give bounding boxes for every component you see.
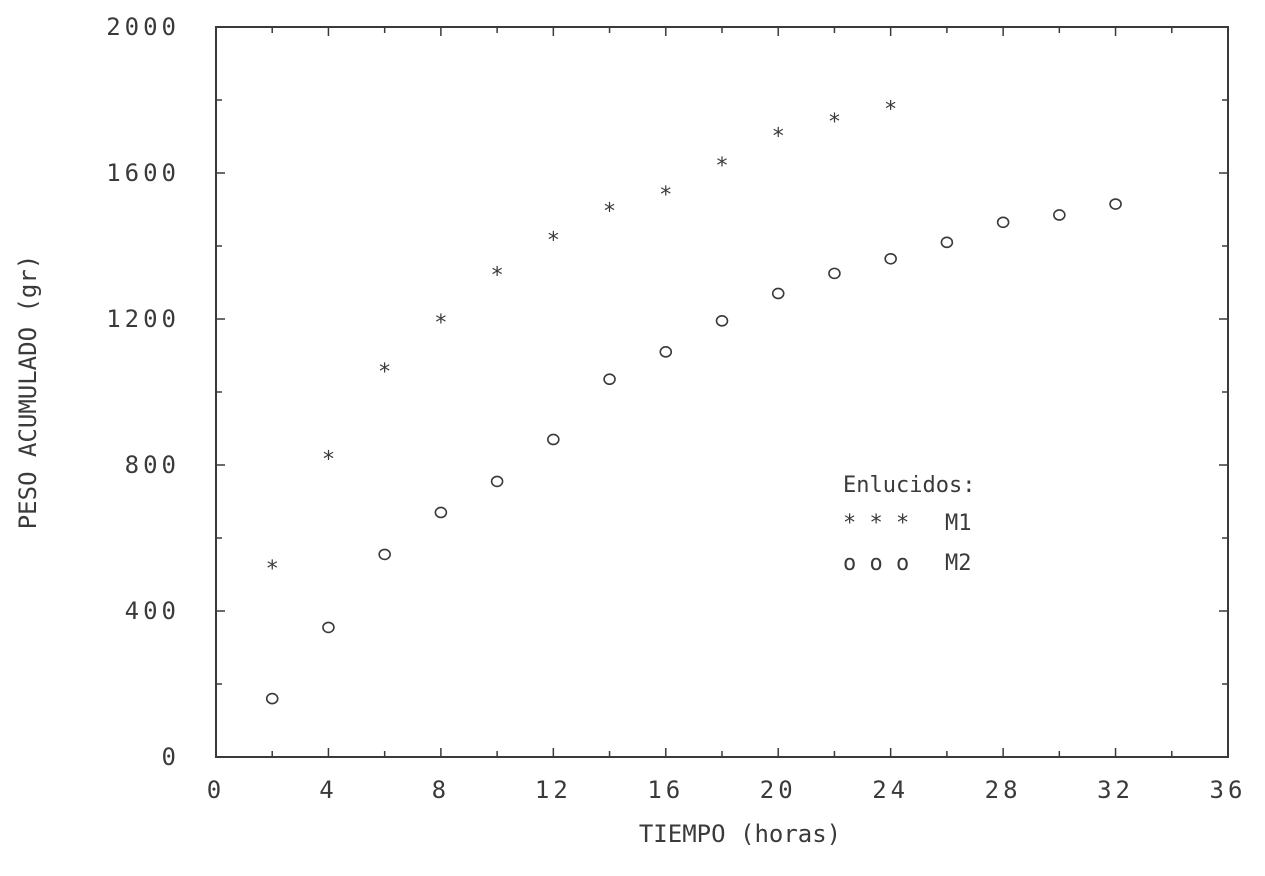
x-axis-label: TIEMPO (horas) [639, 820, 841, 848]
y-tick-label: 1200 [106, 305, 180, 333]
x-tick-label: 36 [1210, 776, 1247, 804]
m2-point [1053, 209, 1066, 221]
m2-point [1109, 198, 1122, 210]
x-tick-label: 4 [319, 776, 337, 804]
m2-point [884, 252, 897, 265]
m2-point [322, 621, 335, 634]
legend-label-m1: M1 [945, 511, 972, 536]
y-axis-label: PESO ACUMULADO (gr) [14, 255, 42, 530]
legend-label-m2: M2 [945, 551, 972, 576]
m2-point [490, 475, 504, 488]
m2-point [265, 692, 279, 705]
y-axis-tick-labels: 0 400 800 1200 1600 2000 [106, 13, 180, 771]
x-tick-label: 8 [432, 776, 450, 804]
x-tick-label: 32 [1097, 776, 1134, 804]
m1-point: * [717, 154, 728, 179]
m1-point: * [323, 448, 334, 473]
m2-point [659, 346, 673, 358]
x-axis-tick-labels: 0 4 8 12 16 20 24 28 32 36 [207, 776, 1247, 804]
m2-point [603, 373, 616, 386]
axis-ticks [215, 26, 1229, 758]
plot-frame [215, 26, 1229, 758]
m2-point [547, 433, 560, 446]
legend-symbol-m1: * * * [843, 511, 909, 536]
y-tick-label: 800 [125, 451, 180, 479]
m2-point [715, 315, 729, 327]
x-tick-label: 16 [647, 776, 684, 804]
m1-point: * [267, 557, 278, 582]
x-tick-label: 0 [207, 776, 225, 804]
m2-point [378, 548, 391, 561]
x-tick-label: 24 [872, 776, 909, 804]
y-tick-label: 2000 [106, 13, 180, 41]
x-tick-label: 28 [985, 776, 1022, 804]
m1-point: * [379, 360, 390, 385]
series-m1-points: * * * * * * * * * * * * [267, 97, 896, 582]
m2-point [996, 216, 1010, 229]
x-tick-label: 12 [535, 776, 572, 804]
y-tick-label: 0 [162, 743, 180, 771]
m2-point [434, 506, 448, 519]
m2-point [771, 287, 785, 300]
m1-point: * [829, 110, 840, 135]
legend-symbol-m2: o o o [843, 551, 909, 576]
y-tick-label: 1600 [106, 159, 180, 187]
m1-point: * [548, 229, 559, 254]
m1-point: * [492, 263, 503, 288]
m1-point: * [773, 125, 784, 150]
legend: Enlucidos: * * * M1 o o o M2 [843, 473, 975, 576]
legend-title: Enlucidos: [843, 473, 975, 498]
y-tick-label: 400 [125, 597, 180, 625]
m1-point: * [604, 200, 615, 225]
series-m2-points [265, 198, 1122, 705]
x-tick-label: 20 [760, 776, 797, 804]
m1-point: * [660, 183, 671, 208]
m2-point [828, 267, 841, 280]
m1-point: * [885, 97, 896, 122]
m1-point: * [435, 311, 446, 336]
m2-point [940, 236, 954, 249]
